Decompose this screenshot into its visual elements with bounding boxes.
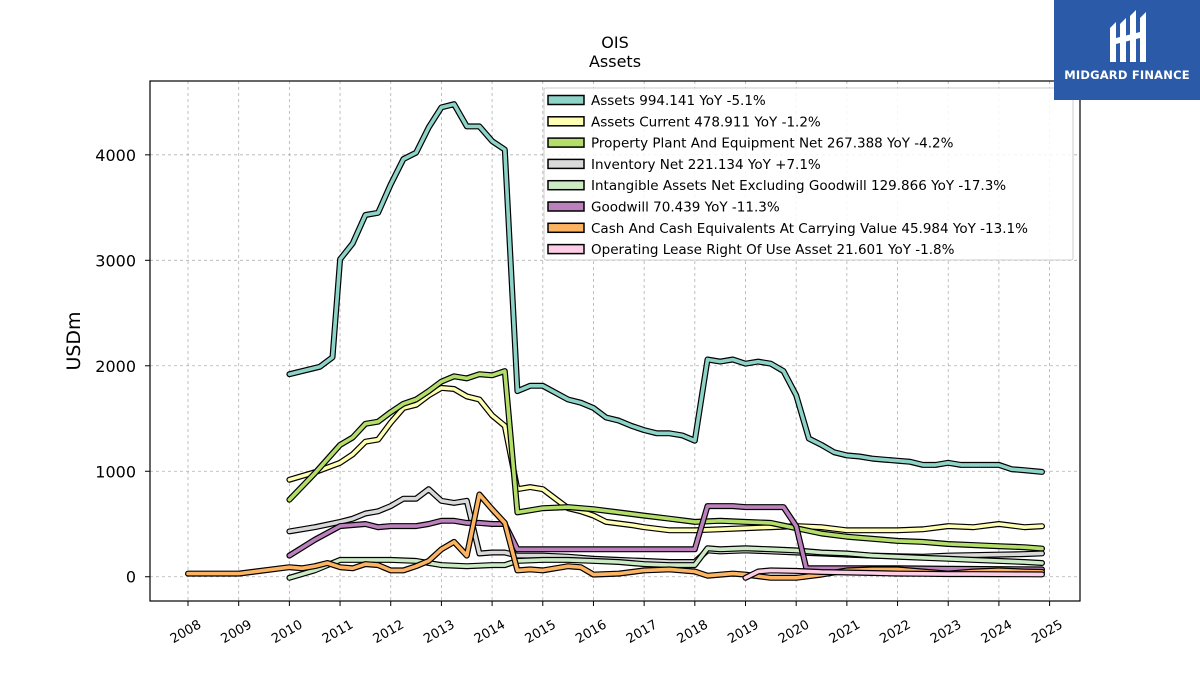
x-tick-label: 2018 <box>675 617 711 647</box>
series-2 <box>286 368 1045 552</box>
x-tick-label: 2025 <box>1029 617 1065 647</box>
series-0 <box>286 101 1045 475</box>
y-tick-label: 4000 <box>95 146 136 165</box>
series-line <box>287 369 1044 551</box>
legend-entry: Inventory Net 221.134 YoY +7.1% <box>591 157 821 173</box>
legend-entry: Assets 994.141 YoY -5.1% <box>591 93 766 109</box>
brand-logo: MIDGARD FINANCE <box>1054 0 1200 100</box>
x-tick-label: 2014 <box>472 617 508 647</box>
legend-swatch <box>547 116 585 127</box>
legend-swatch <box>547 137 585 148</box>
legend-entry: Goodwill 70.439 YoY -11.3% <box>591 200 780 216</box>
brand-name: MIDGARD FINANCE <box>1064 68 1190 82</box>
x-tick-label: 2013 <box>421 617 457 647</box>
x-axis: 2008 2009 2010 2011 2012 2013 2014 2015 2016 2017… <box>168 601 1066 647</box>
series-line <box>743 568 1044 580</box>
series-line <box>287 102 1044 474</box>
plot-frame <box>149 80 1081 602</box>
x-tick-label: 2009 <box>219 617 255 647</box>
legend-entry: Cash And Cash Equivalents At Carrying Va… <box>591 221 1028 237</box>
legend-swatch <box>547 94 585 106</box>
y-tick-label: 1000 <box>95 462 136 481</box>
legend-entry: Operating Lease Right Of Use Asset 21.60… <box>591 242 955 258</box>
y-tick-label: 3000 <box>95 251 136 270</box>
legend-box <box>543 87 1074 261</box>
series-line-outline <box>286 368 1045 552</box>
y-axis: 0 1000 2000 3000 4000 <box>95 146 150 587</box>
x-tick-label: 2016 <box>573 617 609 647</box>
series-5 <box>286 503 1045 573</box>
series-layer <box>185 101 1045 581</box>
x-tick-label: 2022 <box>877 617 913 647</box>
series-7 <box>742 567 1045 581</box>
series-line <box>186 492 1044 580</box>
series-line <box>287 386 1044 533</box>
legend-swatch <box>547 158 585 170</box>
y-tick-label: 2000 <box>95 357 136 376</box>
legend-swatch <box>547 201 585 212</box>
brand-mark-icon <box>1110 10 1146 62</box>
series-line <box>287 504 1044 572</box>
series-1 <box>286 384 1045 534</box>
x-tick-label: 2024 <box>979 617 1015 647</box>
x-tick-label: 2021 <box>827 617 863 647</box>
x-tick-label: 2017 <box>624 617 660 647</box>
legend-entry: Assets Current 478.911 YoY -1.2% <box>591 114 821 130</box>
x-tick-label: 2012 <box>371 617 407 647</box>
series-6 <box>185 491 1045 581</box>
chart-subtitle: Assets <box>589 52 641 71</box>
x-tick-label: 2010 <box>269 617 305 647</box>
y-tick-label: 0 <box>126 568 136 587</box>
legend-swatch <box>547 222 585 234</box>
legend-entry: Intangible Assets Net Excluding Goodwill… <box>591 178 1006 194</box>
x-tick-label: 2015 <box>523 617 559 647</box>
x-tick-label: 2011 <box>320 617 356 647</box>
y-axis-label: USDm <box>63 311 85 370</box>
x-tick-label: 2023 <box>928 617 964 647</box>
chart-title: OIS <box>601 33 628 52</box>
legend-swatch <box>547 243 585 255</box>
legend-swatch <box>547 179 585 191</box>
legend-entry: Property Plant And Equipment Net 267.388… <box>591 136 954 152</box>
legend: Assets 994.141 YoY -5.1% Assets Current 4… <box>543 87 1074 261</box>
x-tick-label: 2008 <box>168 617 204 647</box>
x-tick-label: 2019 <box>725 617 761 647</box>
x-tick-label: 2020 <box>776 617 812 647</box>
